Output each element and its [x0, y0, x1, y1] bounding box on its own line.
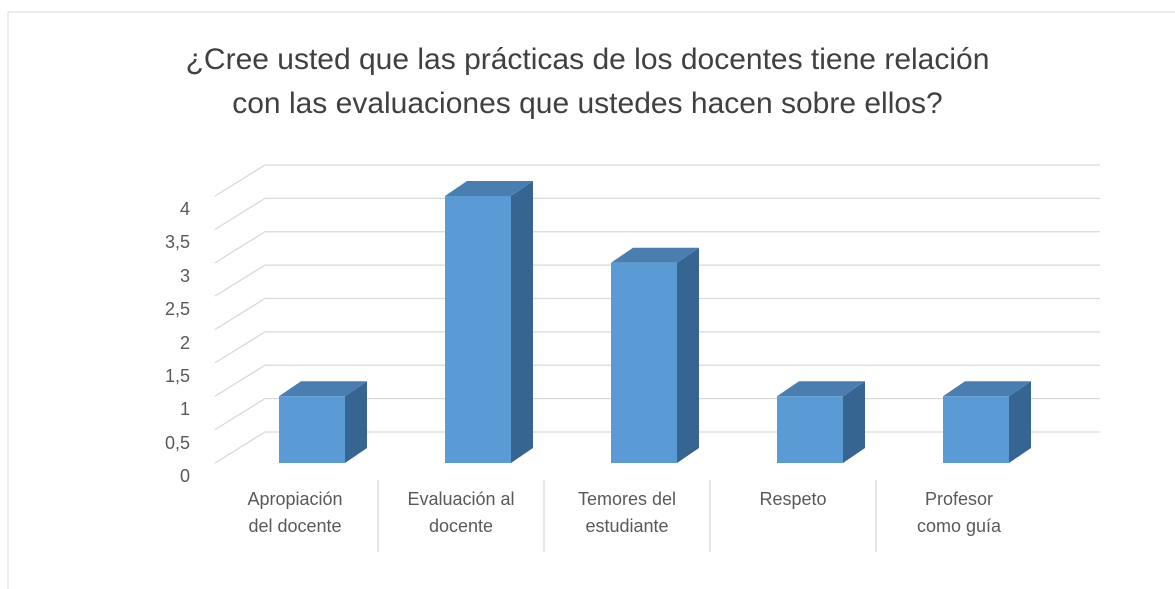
bar-side	[843, 381, 865, 463]
x-tick-label: Respeto	[759, 489, 827, 509]
bar-front	[445, 196, 511, 463]
y-tick-label: 2	[179, 332, 190, 353]
bar	[445, 181, 533, 463]
y-tick-label: 1,5	[164, 365, 190, 386]
bar	[279, 381, 367, 463]
x-tick-label: Profesor como guía	[916, 489, 1002, 536]
y-tick-label: 0,5	[164, 432, 190, 453]
bar	[611, 247, 699, 463]
grid-line	[214, 364, 1100, 397]
bar-front	[611, 262, 677, 463]
y-tick-label: 4	[179, 199, 190, 219]
chart-title: ¿Cree usted que las prácticas de los doc…	[185, 43, 990, 120]
grid-line	[214, 331, 1100, 364]
bar-front	[943, 396, 1009, 463]
y-tick-label: 3	[179, 265, 190, 286]
bar-side	[1009, 381, 1031, 463]
bar-front	[777, 396, 843, 463]
x-tick-label: Temores del estudiante	[577, 489, 677, 536]
grid-line	[214, 231, 1100, 264]
bar-top	[611, 247, 699, 263]
grid-line	[214, 164, 1100, 197]
bar-front	[279, 396, 345, 463]
grid-line	[214, 264, 1100, 297]
bar-top	[777, 381, 865, 397]
bar-top	[445, 181, 533, 196]
bar-top	[279, 381, 367, 397]
bar-side	[677, 247, 699, 463]
grid-line	[214, 297, 1100, 331]
y-tick-label: 3,5	[164, 232, 190, 253]
y-tick-label: 1	[179, 399, 190, 420]
bar-side	[511, 181, 533, 463]
bar-top	[943, 381, 1031, 397]
bar	[777, 381, 865, 463]
grid-line	[214, 197, 1100, 230]
bar	[943, 381, 1031, 463]
y-tick-label: 2,5	[164, 299, 190, 320]
bar-side	[345, 381, 367, 463]
x-tick-label: Apropiación del docente	[247, 489, 343, 536]
x-tick-label: Evaluación al docente	[407, 489, 515, 536]
y-tick-label: 0	[179, 466, 190, 486]
